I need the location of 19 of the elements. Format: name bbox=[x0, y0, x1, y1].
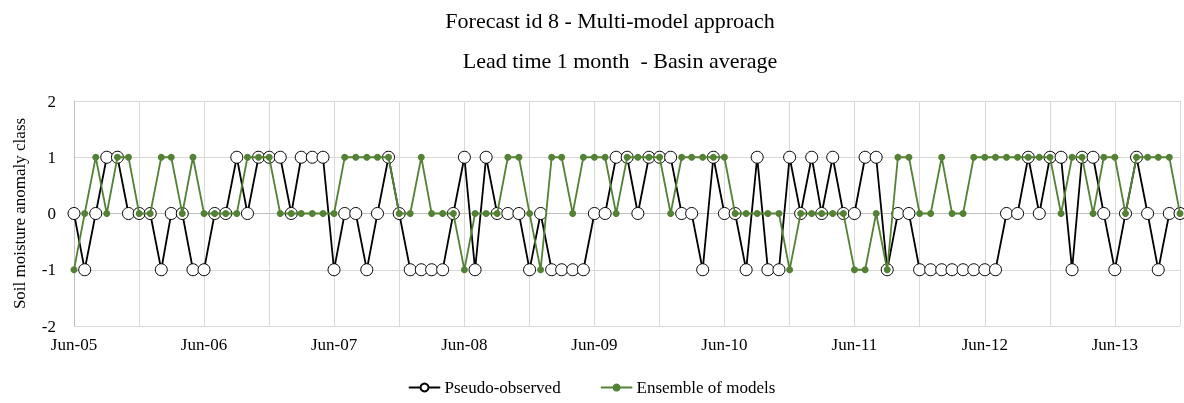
x-tick-label: Jun-05 bbox=[50, 335, 98, 354]
chart-subtitle: Lead time 1 month - Basin average bbox=[462, 47, 778, 73]
legend-label: Pseudo-observed bbox=[444, 378, 562, 397]
y-tick-label: -1 bbox=[41, 260, 56, 280]
x-tick-label: Jun-12 bbox=[961, 335, 1008, 354]
y-tick-label: 1 bbox=[47, 147, 56, 167]
x-tick-label: Jun-07 bbox=[310, 335, 358, 354]
x-tick-label: Jun-08 bbox=[441, 335, 488, 354]
x-tick-label: Jun-11 bbox=[831, 335, 878, 354]
y-tick-label: 2 bbox=[47, 91, 56, 111]
y-tick-label: -2 bbox=[41, 316, 56, 336]
x-tick-label: Jun-10 bbox=[701, 335, 748, 354]
y-axis-title: Soil moisture anomaly class bbox=[10, 117, 29, 310]
chart-title: Forecast id 8 - Multi-model approach bbox=[445, 7, 775, 33]
x-tick-label: Jun-06 bbox=[180, 335, 228, 354]
y-tick-label: 0 bbox=[47, 204, 56, 223]
legend-label: Ensemble of models bbox=[636, 378, 776, 397]
x-tick-label: Jun-13 bbox=[1091, 335, 1138, 354]
x-tick-label: Jun-09 bbox=[571, 335, 618, 354]
